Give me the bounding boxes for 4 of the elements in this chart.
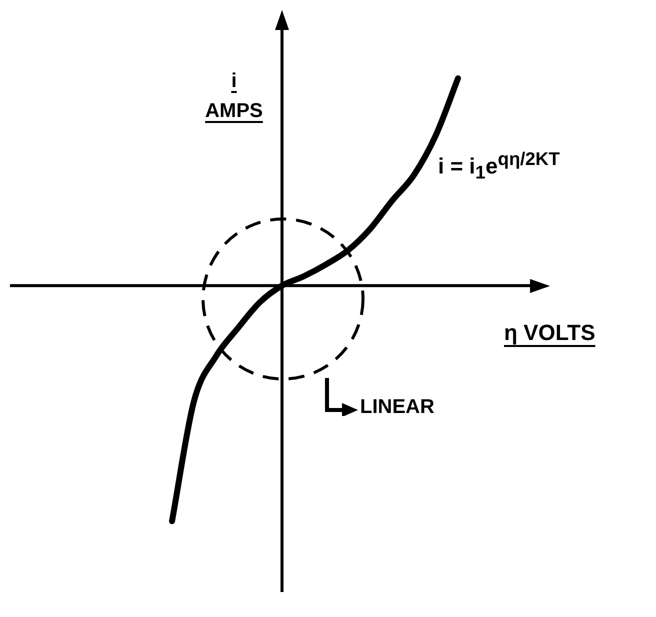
annotation: LINEAR [360, 396, 434, 419]
y-axis-title: i AMPS [204, 69, 264, 124]
annotation: i = i$_{1}$e$^{qη/2KT}$ [438, 148, 560, 184]
x-axis-title: η VOLTS [504, 320, 596, 346]
